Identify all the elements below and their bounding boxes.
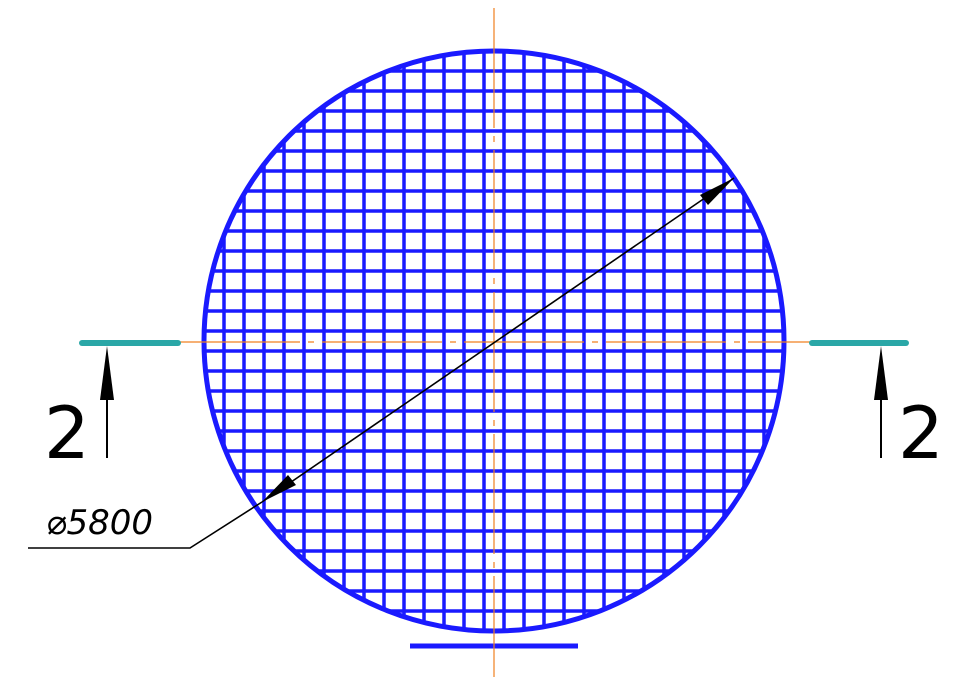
- diameter-dimension: ⌀5800: [28, 177, 735, 549]
- diameter-arrowhead-lower: [262, 475, 296, 502]
- section-label-right: 2: [898, 391, 944, 475]
- section-arrow-right: [874, 346, 888, 458]
- diameter-label: ⌀5800: [46, 503, 153, 543]
- diameter-arrowhead-upper: [700, 178, 734, 205]
- diameter-leader-line: [28, 501, 263, 549]
- section-arrow-left: [100, 346, 114, 458]
- section-label-left: 2: [44, 391, 90, 475]
- diameter-dimension-line: [261, 177, 735, 503]
